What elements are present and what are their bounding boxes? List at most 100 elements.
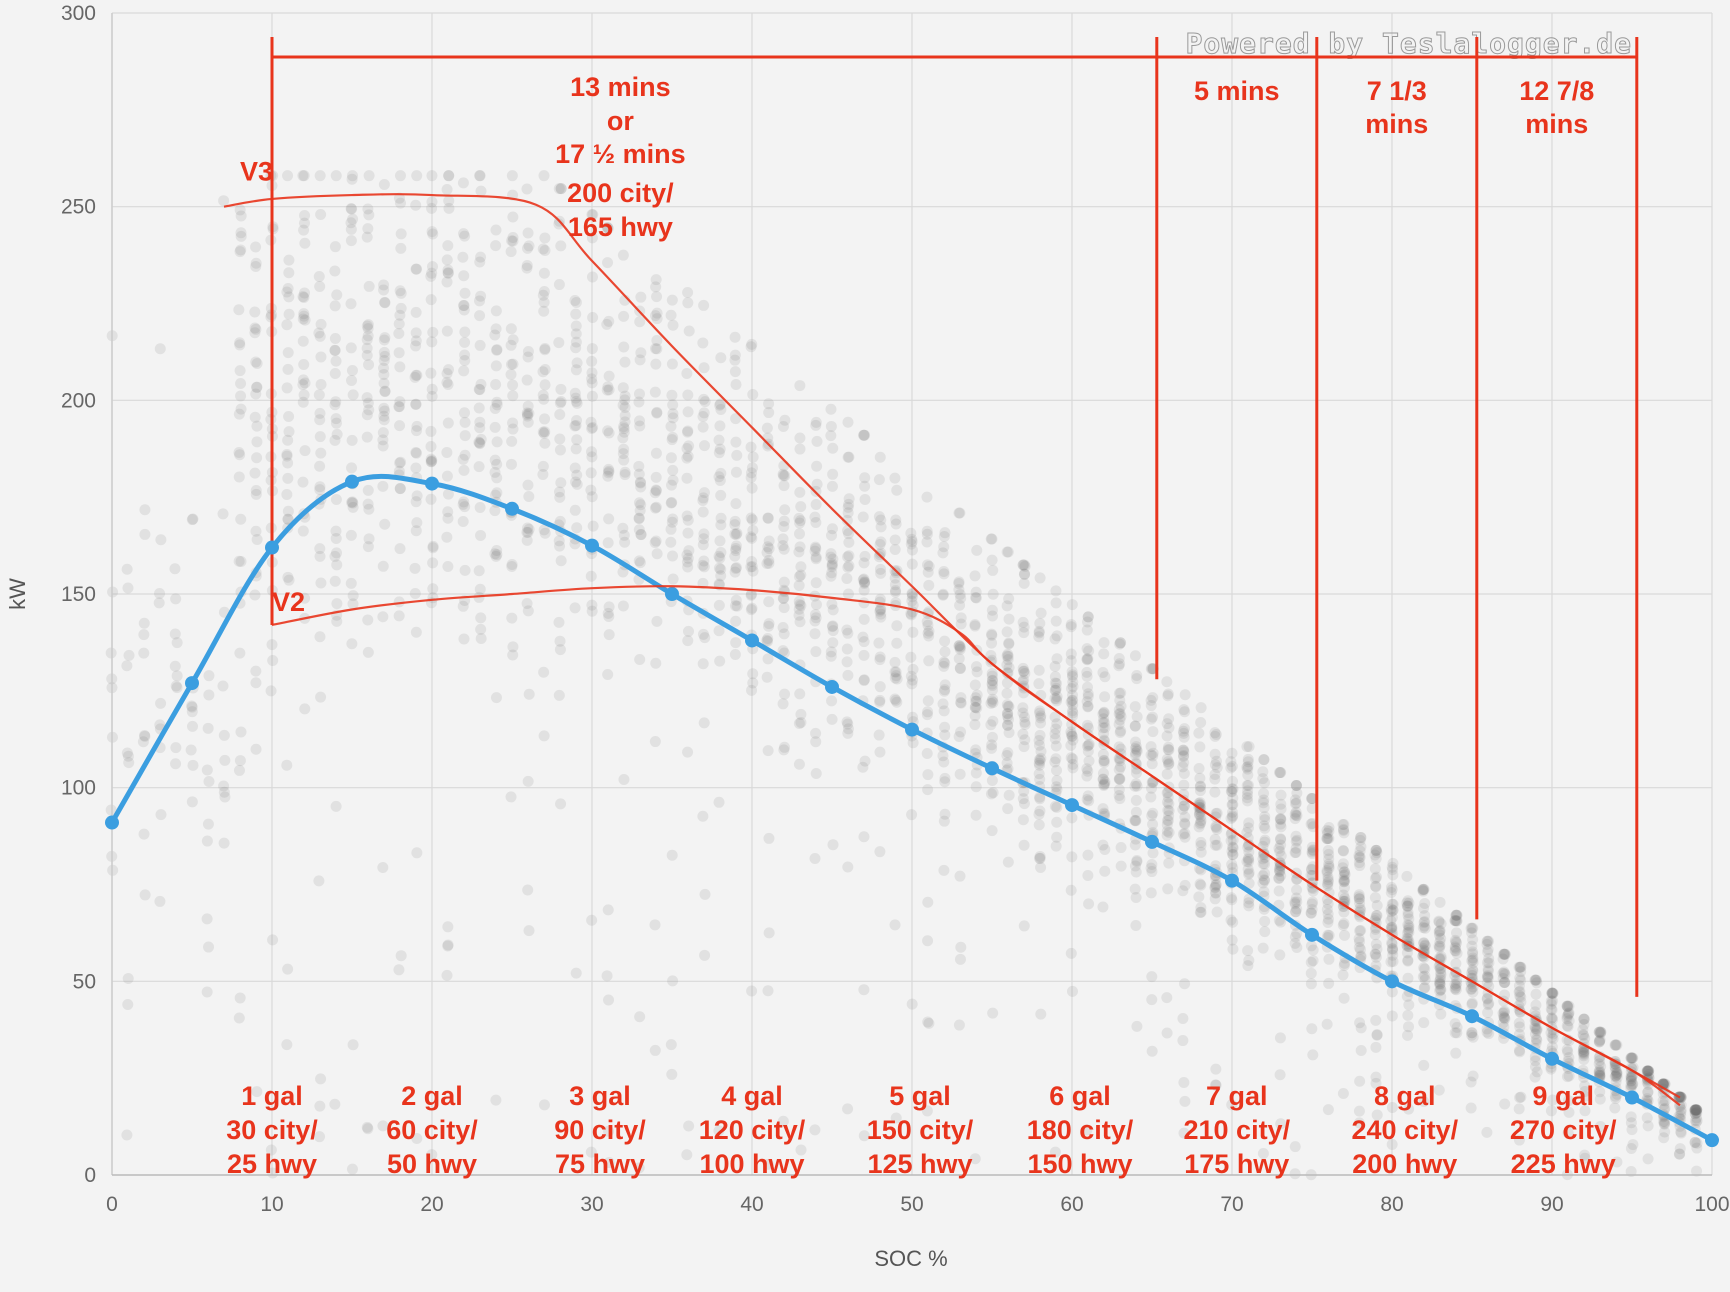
scatter-point [1499,1013,1511,1025]
scatter-point [1098,754,1110,766]
scatter-point [1226,845,1238,857]
scatter-point [555,477,567,489]
scatter-point [553,183,565,195]
scatter-point [842,561,854,573]
scatter-point [410,199,422,211]
scatter-point [1481,1026,1493,1038]
scatter-point [570,328,582,340]
scatter-point [794,541,806,553]
scatter-point [1466,983,1478,995]
gallon-label: 150 hwy [1027,1149,1132,1179]
scatter-point [361,334,373,346]
scatter-point [809,511,821,523]
scatter-point [1146,782,1158,794]
scatter-point [953,640,965,652]
scatter-point [649,502,661,514]
scatter-point [378,368,390,380]
scatter-point [1066,666,1078,678]
series-label-v3: V3 [240,157,273,187]
scatter-point [490,360,502,372]
scatter-point [1130,806,1142,818]
scatter-point [1209,882,1221,894]
scatter-point [1369,892,1381,904]
scatter-point [1466,970,1478,982]
scatter-point [1017,707,1029,719]
scatter-point [1513,1000,1525,1012]
scatter-point [1467,934,1479,946]
scatter-point [1258,874,1270,886]
scatter-point [409,562,421,574]
scatter-point [1467,952,1479,964]
scatter-point [1531,1034,1543,1046]
scatter-point [1482,972,1494,984]
scatter-point [553,689,565,701]
scatter-point [139,504,151,516]
scatter-point [1466,997,1478,1009]
scatter-point [795,501,807,513]
x-tick-label: 80 [1380,1193,1403,1216]
scatter-point [393,347,405,359]
scatter-point [1065,752,1077,764]
scatter-point [986,533,998,545]
scatter-point [841,573,853,585]
scatter-point [1225,786,1237,798]
scatter-point [1530,999,1542,1011]
scatter-point [491,544,503,556]
scatter-point [1129,839,1141,851]
scatter-point [1386,938,1398,950]
scatter-point [889,572,901,584]
scatter-point [1194,818,1206,830]
scatter-point [137,736,149,748]
scatter-point [970,695,982,707]
scatter-point [586,343,598,355]
scatter-point [491,549,503,561]
scatter-point [715,404,727,416]
scatter-point [635,481,647,493]
scatter-point [714,420,726,432]
scatter-point [714,655,726,667]
scatter-point [1579,1149,1591,1161]
scatter-point [763,398,775,410]
scatter-point [921,616,933,628]
scatter-point [155,697,167,709]
scatter-point [1147,726,1159,738]
scatter-point [1209,773,1221,785]
scatter-point [314,414,326,426]
scatter-point [297,525,309,537]
scatter-point [474,295,486,307]
scatter-point [1066,730,1078,742]
scatter-point [1499,1098,1511,1110]
scatter-point [811,478,823,490]
scatter-point [233,471,245,483]
scatter-point [1242,756,1254,768]
scatter-point [1273,885,1285,897]
scatter-point [1338,869,1350,881]
scatter-point [378,354,390,366]
scatter-point [843,528,855,540]
scatter-point [1130,741,1142,753]
scatter-point [1386,943,1398,955]
scatter-point [905,538,917,550]
scatter-point [954,507,966,519]
scatter-point [1338,876,1350,888]
scatter-point [1211,839,1223,851]
scatter-point [410,340,422,352]
scatter-point [1146,663,1158,675]
scatter-point [683,440,695,452]
scatter-point [793,758,805,770]
scatter-point [987,787,999,799]
scatter-point [1435,972,1447,984]
y-tick-label: 200 [61,389,96,412]
scatter-point [1545,995,1557,1007]
scatter-point [250,241,262,253]
scatter-point [954,953,966,965]
scatter-point [1291,810,1303,822]
scatter-point [810,517,822,529]
scatter-point [203,689,215,701]
scatter-point [475,378,487,390]
scatter-point [251,436,263,448]
scatter-point [1241,788,1253,800]
scatter-point [489,402,501,414]
scatter-point [1226,786,1238,798]
scatter-point [1322,876,1334,888]
